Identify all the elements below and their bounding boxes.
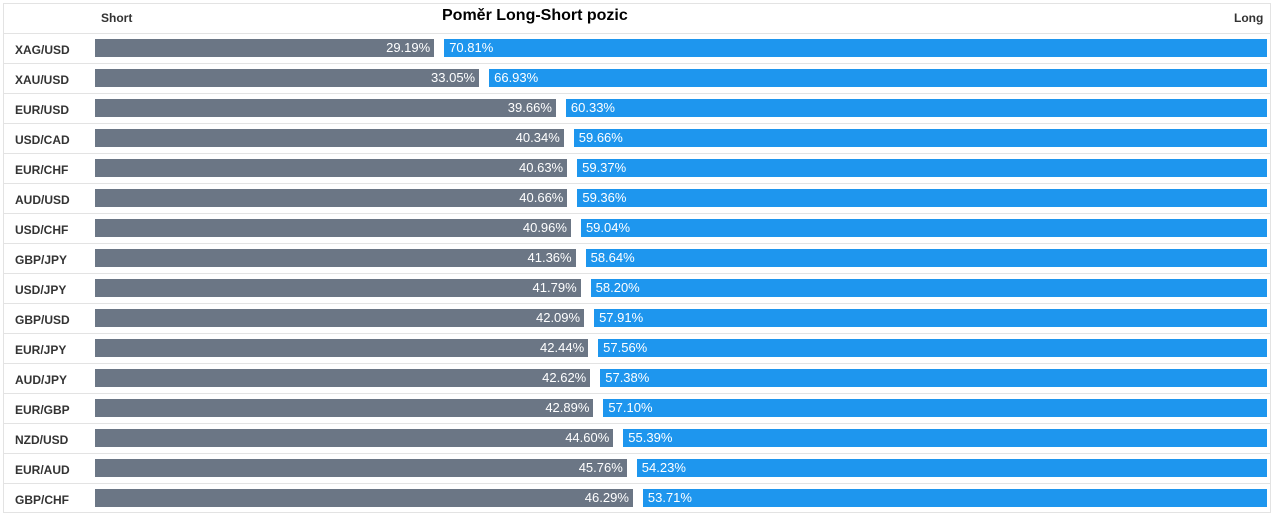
pair-label: GBP/JPY: [15, 253, 68, 267]
pair-label: USD/JPY: [15, 283, 67, 297]
short-bar: 33.05%: [95, 69, 480, 87]
long-bar: 58.20%: [590, 279, 1267, 297]
long-bar: 59.04%: [580, 219, 1267, 237]
long-bar: 57.10%: [603, 399, 1267, 417]
short-bar: 40.96%: [95, 219, 571, 237]
chart-title: Poměr Long-Short pozic: [442, 7, 628, 24]
pair-label: USD/CHF: [15, 223, 69, 237]
chart-frame: [3, 3, 1271, 513]
chart-row: USD/CHF 40.96% 59.04%: [3, 213, 1271, 243]
chart-row: NZD/USD 44.60% 55.39%: [3, 423, 1271, 453]
chart-row: GBP/CHF 46.29% 53.71%: [3, 483, 1271, 513]
long-bar: 55.39%: [623, 429, 1267, 447]
chart-row: EUR/AUD 45.76% 54.23%: [3, 453, 1271, 483]
short-bar: 42.09%: [95, 309, 585, 327]
long-bar: 70.81%: [444, 39, 1267, 57]
short-bar: 42.62%: [95, 369, 591, 387]
long-header: Long: [1234, 11, 1264, 25]
chart-row: XAG/USD 29.19% 70.81%: [3, 33, 1271, 63]
short-bar: 29.19%: [95, 39, 435, 57]
long-bar: 66.93%: [489, 69, 1267, 87]
short-header: Short: [101, 11, 133, 25]
chart-row: GBP/JPY 41.36% 58.64%: [3, 243, 1271, 273]
long-bar: 58.64%: [585, 249, 1267, 267]
long-bar: 57.38%: [600, 369, 1267, 387]
pair-label: NZD/USD: [15, 433, 69, 447]
short-bar: 45.76%: [95, 459, 627, 477]
short-bar: 44.60%: [95, 429, 614, 447]
chart-row: USD/JPY 41.79% 58.20%: [3, 273, 1271, 303]
pair-label: EUR/AUD: [15, 463, 70, 477]
short-bar: 40.63%: [95, 159, 568, 177]
long-bar: 57.91%: [594, 309, 1267, 327]
pair-label: AUD/JPY: [15, 373, 68, 387]
pair-label: EUR/GBP: [15, 403, 70, 417]
short-bar: 41.79%: [95, 279, 581, 297]
chart-row: EUR/JPY 42.44% 57.56%: [3, 333, 1271, 363]
short-bar: 40.66%: [95, 189, 568, 207]
short-bar: 42.44%: [95, 339, 589, 357]
pair-label: USD/CAD: [15, 133, 70, 147]
long-bar: 59.66%: [573, 129, 1267, 147]
pair-label: EUR/CHF: [15, 163, 69, 177]
long-bar: 53.71%: [642, 489, 1267, 507]
long-bar: 60.33%: [565, 99, 1267, 117]
short-bar: 42.89%: [95, 399, 594, 417]
chart-row: USD/CAD 40.34% 59.66%: [3, 123, 1271, 153]
chart-row: AUD/USD 40.66% 59.36%: [3, 183, 1271, 213]
chart-row: EUR/CHF 40.63% 59.37%: [3, 153, 1271, 183]
short-bar: 39.66%: [95, 99, 556, 117]
pair-label: AUD/USD: [15, 193, 70, 207]
chart-row: XAU/USD 33.05% 66.93%: [3, 63, 1271, 93]
long-bar: 59.37%: [577, 159, 1267, 177]
pair-label: EUR/JPY: [15, 343, 67, 357]
chart-row: GBP/USD 42.09% 57.91%: [3, 303, 1271, 333]
pair-label: GBP/CHF: [15, 493, 69, 507]
pair-label: EUR/USD: [15, 103, 70, 117]
long-bar: 59.36%: [577, 189, 1267, 207]
pair-label: XAU/USD: [15, 73, 70, 87]
long-bar: 57.56%: [598, 339, 1267, 357]
long-bar: 54.23%: [636, 459, 1267, 477]
chart-row: EUR/GBP 42.89% 57.10%: [3, 393, 1271, 423]
pair-label: GBP/USD: [15, 313, 70, 327]
chart-row: AUD/JPY 42.62% 57.38%: [3, 363, 1271, 393]
short-bar: 41.36%: [95, 249, 576, 267]
chart-row: EUR/USD 39.66% 60.33%: [3, 93, 1271, 123]
short-bar: 40.34%: [95, 129, 564, 147]
pair-label: XAG/USD: [15, 43, 70, 57]
short-bar: 46.29%: [95, 489, 633, 507]
